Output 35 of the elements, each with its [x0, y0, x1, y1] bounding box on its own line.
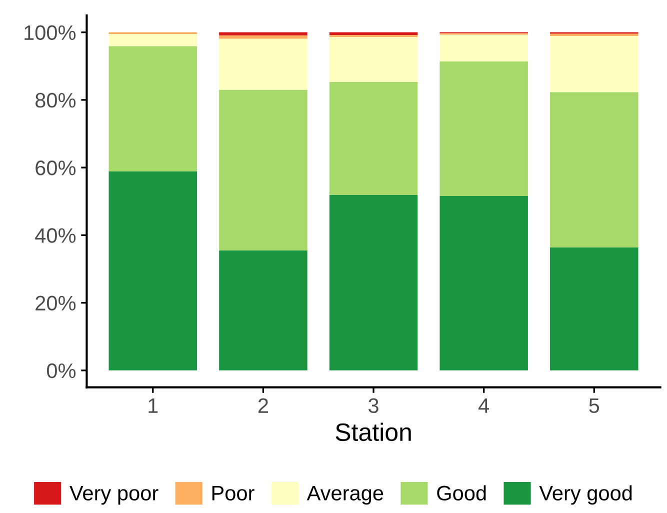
bar	[219, 38, 308, 90]
bar	[550, 247, 638, 370]
bar	[219, 250, 308, 370]
x-tick-label: 3	[368, 398, 378, 414]
bar	[550, 36, 638, 92]
legend-label: Average	[306, 486, 384, 505]
bar	[550, 34, 638, 36]
bar	[108, 171, 198, 370]
bar	[440, 196, 528, 370]
legend-label: Very good	[539, 485, 632, 505]
x-tick-label: 2	[258, 398, 268, 413]
bar	[108, 46, 198, 172]
x-tick-label: 5	[589, 398, 600, 414]
legend-label: Good	[437, 485, 486, 500]
bar	[550, 92, 638, 248]
y-tick-label: 0%	[46, 363, 76, 378]
y-tick-label: 100%	[24, 25, 76, 40]
bar	[219, 32, 308, 36]
bar	[329, 82, 418, 195]
bar	[219, 90, 308, 250]
bar	[329, 32, 418, 35]
y-tick-label: 40%	[35, 228, 76, 243]
x-tick-label: 1	[148, 398, 158, 413]
bar	[440, 61, 528, 196]
x-axis-title: Station	[336, 422, 411, 442]
bar	[108, 34, 198, 46]
y-tick-label: 20%	[36, 296, 76, 311]
bar	[329, 37, 418, 82]
bar	[329, 194, 418, 370]
y-tick-label: 60%	[36, 160, 76, 176]
bar	[440, 34, 528, 62]
legend-label: Very poor	[70, 486, 158, 505]
legend-label: Poor	[212, 486, 254, 500]
x-tick-label: 4	[478, 398, 490, 413]
y-tick-label: 80%	[36, 92, 76, 108]
